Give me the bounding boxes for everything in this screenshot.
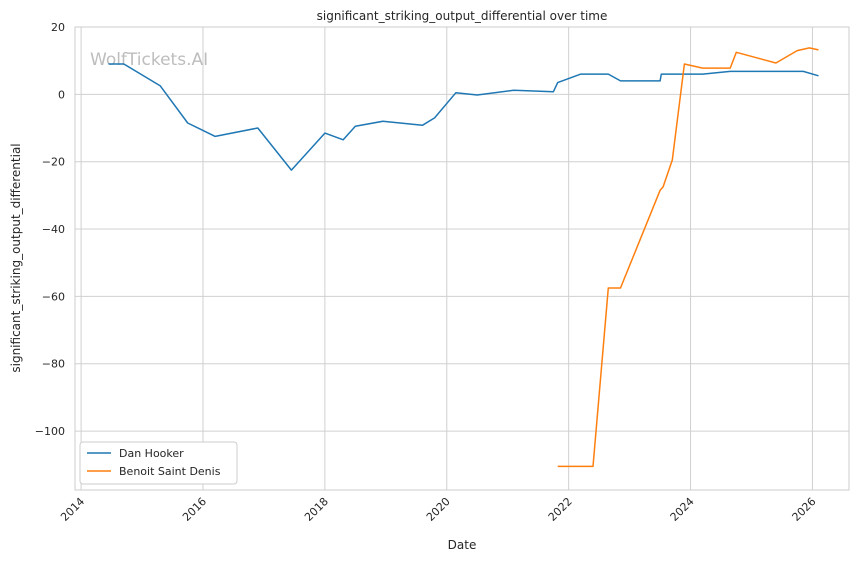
y-tick-label: −100: [35, 425, 65, 438]
legend: Dan Hooker Benoit Saint Denis: [79, 441, 238, 485]
watermark: WolfTickets.AI: [90, 50, 208, 70]
series-line-dan-hooker: [108, 63, 819, 171]
y-tick-label: −80: [42, 358, 65, 371]
y-tick-label: −40: [42, 223, 65, 236]
series-line-benoit-saint-denis: [557, 47, 819, 468]
legend-box: [79, 441, 238, 485]
x-axis-title: Date: [448, 538, 477, 552]
y-tick-label: −20: [42, 156, 65, 169]
y-tick-label: 0: [58, 88, 65, 101]
y-tick-label: 20: [51, 21, 65, 34]
y-axis-title: significant_striking_output_differential: [9, 143, 23, 372]
legend-label-dan-hooker: Dan Hooker: [119, 447, 184, 460]
chart-title: significant_striking_output_differential…: [317, 9, 608, 23]
legend-label-benoit-saint-denis: Benoit Saint Denis: [119, 465, 221, 478]
plot-area-frame: [74, 26, 850, 491]
series-lines: [108, 47, 819, 468]
y-tick-label: −60: [42, 290, 65, 303]
